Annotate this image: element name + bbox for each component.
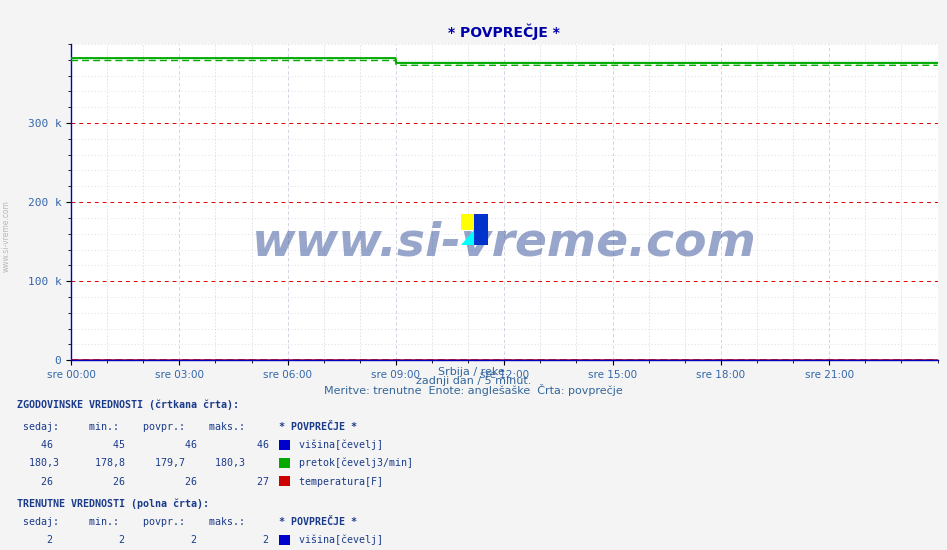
Text: 46          45          46          46: 46 45 46 46 [17, 440, 269, 450]
Text: * POVPREČJE *: * POVPREČJE * [279, 422, 357, 432]
Text: pretok[čevelj3/min]: pretok[čevelj3/min] [293, 458, 413, 469]
Text: sedaj:     min.:    povpr.:    maks.:: sedaj: min.: povpr.: maks.: [17, 422, 245, 432]
Text: višina[čevelj]: višina[čevelj] [293, 535, 383, 545]
Text: 180,3      178,8     179,7     180,3: 180,3 178,8 179,7 180,3 [17, 458, 245, 469]
Text: TRENUTNE VREDNOSTI (polna črta):: TRENUTNE VREDNOSTI (polna črta): [17, 498, 209, 509]
Text: * POVPREČJE *: * POVPREČJE * [279, 516, 357, 527]
Text: Meritve: trenutne  Enote: anglešaške  Črta: povprečje: Meritve: trenutne Enote: anglešaške Črta… [324, 384, 623, 396]
Text: višina[čevelj]: višina[čevelj] [293, 440, 383, 450]
Text: www.si-vreme.com: www.si-vreme.com [252, 221, 757, 266]
Bar [461, 214, 474, 230]
Text: 2           2           2           2: 2 2 2 2 [17, 535, 269, 545]
Title: * POVPREČJE *: * POVPREČJE * [448, 24, 561, 40]
Text: temperatura[F]: temperatura[F] [293, 476, 383, 487]
Polygon shape [461, 230, 474, 245]
Text: sedaj:     min.:    povpr.:    maks.:: sedaj: min.: povpr.: maks.: [17, 516, 245, 527]
Bar [474, 214, 488, 245]
Text: Srbija / reke.: Srbija / reke. [438, 367, 509, 377]
Text: ZGODOVINSKE VREDNOSTI (črtkana črta):: ZGODOVINSKE VREDNOSTI (črtkana črta): [17, 400, 239, 410]
Text: 26          26          26          27: 26 26 26 27 [17, 476, 269, 487]
Text: zadnji dan / 5 minut.: zadnji dan / 5 minut. [416, 376, 531, 387]
Text: www.si-vreme.com: www.si-vreme.com [1, 201, 10, 272]
